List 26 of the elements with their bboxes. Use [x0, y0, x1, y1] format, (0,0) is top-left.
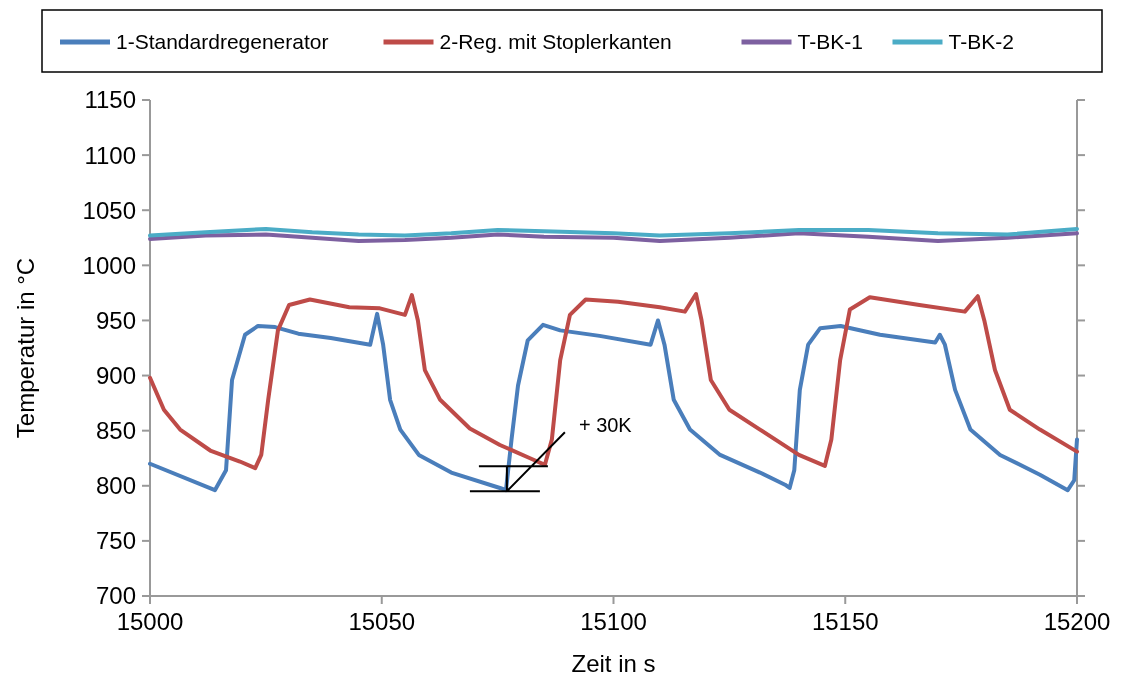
y-tick-label: 950 — [95, 306, 136, 334]
y-tick-label: 1150 — [84, 86, 136, 114]
y-tick-label: 850 — [95, 417, 136, 445]
y-tick-label: 1050 — [82, 196, 136, 224]
x-tick-label: 15050 — [348, 608, 416, 635]
line-series — [148, 231, 1079, 244]
y-tick-label: 1100 — [84, 141, 136, 169]
x-tick-label: 15200 — [1043, 608, 1111, 635]
line-series — [148, 311, 1079, 493]
x-tick-label: 15100 — [580, 608, 647, 635]
annotation: + 30K — [578, 414, 633, 437]
y-tick-label: 800 — [95, 472, 136, 500]
legend-label: 2-Reg. mit Stoplerkanten — [439, 30, 672, 54]
y-axis-title: Temperatur in °C — [12, 257, 39, 439]
y-tick-label: 750 — [95, 527, 136, 555]
x-tick-label: 15000 — [116, 608, 184, 635]
line-series — [148, 226, 1079, 238]
line-series — [148, 291, 1079, 471]
legend-label: 1-Standardregenerator — [116, 30, 329, 54]
legend-label: T-BK-2 — [948, 30, 1014, 54]
y-tick-label: 1000 — [82, 251, 136, 279]
x-axis-title: Zeit in s — [571, 650, 656, 677]
legend-label: T-BK-1 — [797, 30, 863, 54]
y-tick-label: 700 — [95, 582, 136, 610]
y-tick-label: 900 — [95, 361, 136, 389]
x-tick-label: 15150 — [811, 608, 879, 635]
